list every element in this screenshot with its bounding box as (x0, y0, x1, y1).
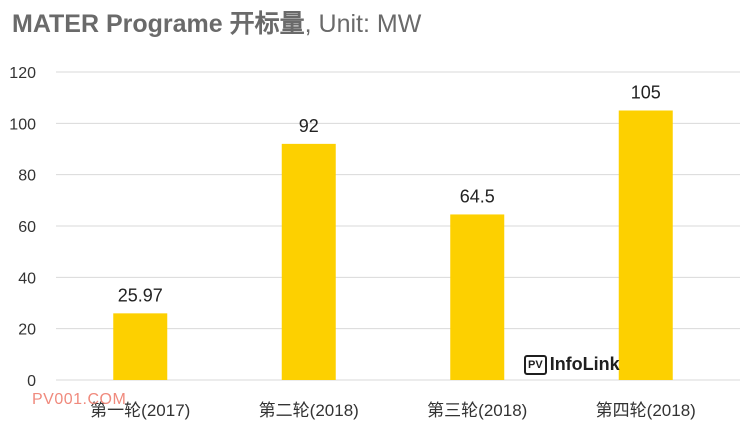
x-axis-categories: 第一轮(2017) 第二轮(2018) 第三轮(2018) 第四轮(2018) (90, 401, 696, 420)
data-label-1: 25.97 (118, 285, 163, 305)
chart-title: MATER Programe 开标量, Unit: MW (12, 4, 421, 40)
bar-2 (281, 143, 336, 380)
x-category-label-1: 第一轮(2017) (90, 401, 190, 420)
bar-1 (113, 313, 168, 380)
x-category-label-2: 第二轮(2018) (259, 401, 359, 420)
chart-title-main: MATER Programe 开标量 (12, 10, 305, 38)
y-tick-label: 40 (18, 270, 36, 287)
y-tick-label: 20 (18, 322, 36, 339)
data-labels: 25.97 92 64.5 105 (118, 83, 661, 306)
x-category-label-4: 第四轮(2018) (596, 401, 696, 420)
site-watermark: PV001.COM (32, 391, 127, 408)
y-tick-label: 60 (18, 219, 36, 236)
x-category-label-3: 第三轮(2018) (427, 401, 527, 420)
data-label-4: 105 (631, 83, 661, 103)
bar-4 (618, 110, 673, 380)
data-label-2: 92 (299, 116, 319, 136)
bar-3 (450, 214, 505, 380)
chart-title-unit: , Unit: MW (304, 10, 422, 38)
bars (113, 110, 673, 380)
y-tick-label: 100 (9, 116, 36, 133)
y-tick-label: 120 (9, 65, 36, 82)
y-axis-ticks: 0 20 40 60 80 100 120 (9, 65, 36, 390)
pv-logo-icon: PV (524, 354, 547, 375)
y-tick-label: 0 (27, 373, 36, 390)
infolink-brand-text: InfoLink (549, 354, 620, 374)
infolink-watermark: PV InfoLink (524, 354, 620, 375)
y-tick-label: 80 (18, 168, 36, 185)
data-label-3: 64.5 (460, 186, 495, 206)
